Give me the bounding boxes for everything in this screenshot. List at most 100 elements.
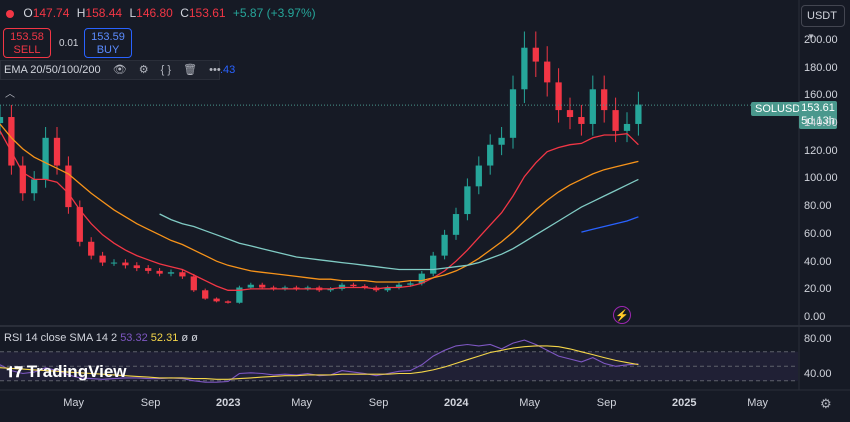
price-tick-label: 140.00 — [804, 116, 838, 129]
rsi-tick-80: 80.00 — [804, 333, 832, 345]
rsi-sma-value: 52.31 — [150, 332, 179, 344]
candle-body — [179, 272, 186, 277]
settings-gear-icon[interactable]: ⚙ — [820, 396, 832, 411]
source-code-icon[interactable]: { } — [160, 64, 172, 76]
candle-body — [566, 110, 574, 118]
time-tick-label: May — [519, 397, 541, 409]
ema-extra-value: .43 — [220, 64, 236, 76]
price-tick-label: 160.00 — [804, 89, 838, 102]
candle-body — [145, 268, 152, 271]
candle-body — [247, 284, 254, 288]
candle-body — [213, 298, 220, 302]
ema-line-ema-20 — [0, 130, 639, 291]
price-tick-label: 120.00 — [804, 144, 838, 157]
symbol-price-tag: SOLUSDT — [751, 102, 811, 116]
candle-body — [281, 287, 289, 289]
trash-icon[interactable]: 🗑 — [183, 64, 198, 76]
time-tick-label: Sep — [368, 397, 389, 409]
chevron-down-icon: ▼ — [807, 32, 815, 41]
time-tick-label: 2025 — [672, 397, 697, 409]
tradingview-logo[interactable]: 𝟏𝟕 TradingView — [6, 362, 127, 382]
candle-body — [430, 255, 437, 274]
ema-line-ema-200 — [581, 216, 639, 233]
candle-body — [578, 117, 585, 124]
candle-body — [224, 301, 232, 303]
candle-body — [635, 104, 642, 124]
price-tick-label: 0.00 — [804, 311, 826, 323]
time-tick-label: Sep — [596, 397, 617, 409]
time-tick-label: May — [747, 397, 769, 409]
eye-icon[interactable]: 👁 — [112, 64, 127, 76]
candle-body — [53, 137, 61, 166]
rsi-tick-40: 40.00 — [804, 368, 832, 380]
close-label: C — [180, 6, 189, 20]
sell-label: SELL — [13, 44, 41, 56]
candle-body — [555, 82, 562, 111]
tradingview-logo-icon: 𝟏𝟕 — [6, 364, 23, 381]
settings-icon[interactable]: ⚙ — [138, 64, 149, 76]
candle-body — [190, 276, 197, 291]
candle-body — [498, 137, 505, 145]
price-tick-label: 60.00 — [804, 227, 832, 240]
candle-body — [487, 144, 494, 166]
buy-button[interactable]: 153.59 BUY — [84, 28, 132, 58]
candle-body — [601, 89, 608, 111]
candle-body — [304, 287, 311, 289]
candle-body — [327, 288, 334, 291]
ema-line-ema-50 — [0, 123, 639, 283]
candle-body — [623, 123, 631, 131]
change-value: +5.87 (+3.97%) — [232, 6, 316, 20]
currency-select[interactable]: USDT ▼ — [801, 5, 845, 41]
candle-body — [350, 284, 357, 287]
open-value: 147.74 — [32, 6, 70, 20]
candle-body — [31, 179, 38, 194]
candle-body — [338, 284, 346, 289]
candle-body — [88, 241, 95, 256]
candle-body — [441, 234, 448, 256]
last-price-tag: 153.61 5d 13h — [799, 101, 837, 129]
currency-label: USDT — [807, 10, 837, 22]
candle-body — [19, 165, 26, 194]
ohlc-legend: O147.74 H158.44 L146.80 C153.61 +5.87 (+… — [6, 6, 316, 20]
candle-body — [76, 207, 83, 242]
more-icon[interactable]: ••• — [209, 64, 221, 76]
time-tick-label: May — [63, 397, 85, 409]
candle-body — [589, 89, 596, 124]
spread-value: 0.01 — [59, 38, 79, 49]
price-tick-label: 20.00 — [804, 283, 832, 296]
lightning-icon[interactable]: ⚡ — [613, 306, 631, 324]
sell-button[interactable]: 153.58 SELL — [3, 28, 51, 58]
candle-body — [475, 165, 482, 187]
rsi-value: 53.32 — [120, 332, 148, 344]
candle-body — [99, 255, 106, 263]
buy-label: BUY — [96, 44, 120, 56]
low-value: 146.80 — [136, 6, 173, 20]
buy-price: 153.59 — [91, 31, 125, 43]
sell-price: 153.58 — [10, 31, 44, 43]
candle-body — [110, 262, 118, 264]
ema-indicator-bar[interactable]: EMA 20/50/100/200 👁 ⚙ { } 🗑 ••• — [0, 60, 221, 80]
candle-body — [464, 186, 471, 215]
candle-body — [361, 286, 368, 288]
candle-body — [167, 272, 175, 274]
candle-body — [521, 47, 528, 90]
candle-body — [395, 284, 403, 288]
rsi-line-sma — [0, 345, 639, 380]
last-price-value: 153.61 — [801, 102, 835, 114]
candle-body — [452, 214, 460, 235]
open-label: O — [23, 6, 33, 20]
collapse-chevron-icon[interactable]: ︿ — [5, 89, 15, 100]
candle-body — [612, 110, 619, 131]
time-tick-label: 2023 — [216, 397, 241, 409]
candle-body — [384, 287, 391, 291]
candle-body — [544, 61, 551, 83]
candle-body — [42, 137, 49, 180]
symbol-dot-icon — [6, 9, 14, 18]
brand-label: TradingView — [26, 362, 127, 381]
time-tick-label: May — [291, 397, 313, 409]
candle-body — [293, 287, 300, 289]
rsi-legend: RSI 14 close SMA 14 2 53.32 52.31 ø ø — [4, 332, 198, 344]
candle-body — [418, 273, 425, 284]
candle-body — [65, 165, 72, 208]
